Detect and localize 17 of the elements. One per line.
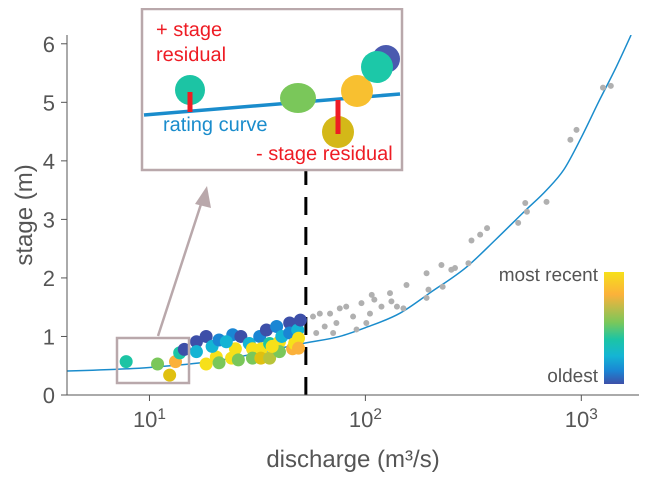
y-tick-label: 3 xyxy=(42,207,55,232)
x-tick-label: 10$^{1}$ xyxy=(132,406,166,432)
annotation: - stage residual xyxy=(256,143,393,166)
annotation: rating curve xyxy=(163,114,268,137)
y-tick-label: 2 xyxy=(42,266,55,291)
y-tick-label: 5 xyxy=(42,90,55,116)
y-axis-title: stage (m) xyxy=(11,164,38,266)
x-tick-label: 10$^{3}$ xyxy=(564,406,598,432)
x-tick-label: 10$^{2}$ xyxy=(348,406,382,432)
y-tick-label: 4 xyxy=(42,148,55,174)
y-tick-label: 6 xyxy=(42,32,55,57)
annotation: + stage residual xyxy=(156,18,228,68)
annotation: oldest xyxy=(547,366,598,388)
annotation: most recent xyxy=(498,265,598,287)
x-axis-title: discharge (m³/s) xyxy=(266,446,440,473)
y-tick-label: 0 xyxy=(42,383,55,408)
y-tick-label: 1 xyxy=(42,324,55,350)
